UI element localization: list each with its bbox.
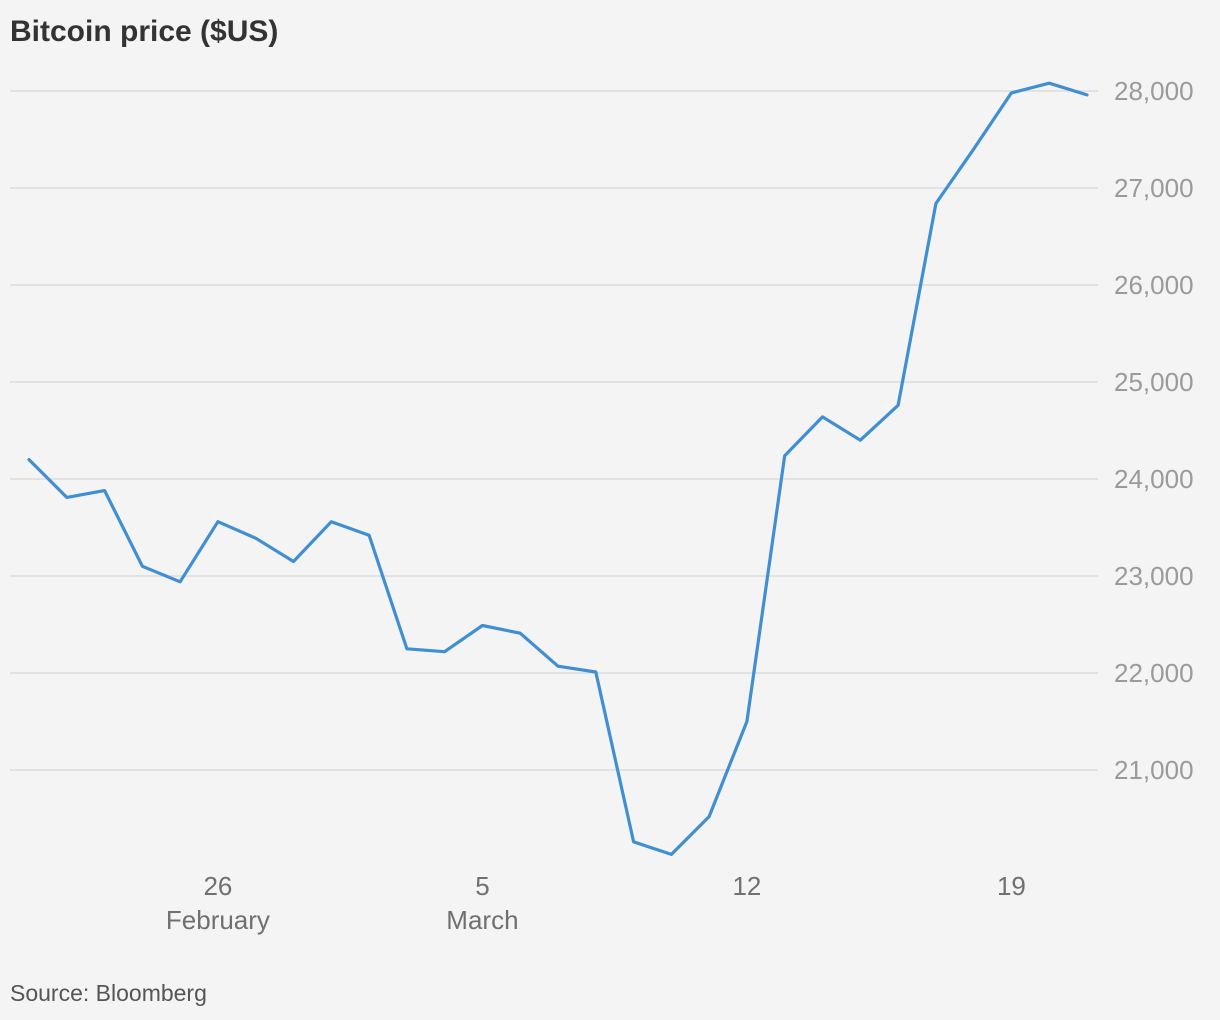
y-tick-label: 24,000 [1114,464,1194,494]
y-axis: 21,000 22,000 23,000 24,000 25,000 26,000 27,0… [1114,76,1194,785]
y-tick-label: 27,000 [1114,173,1194,203]
series-layer [27,81,1089,857]
grid-lines [10,90,1098,771]
y-tick-label: 23,000 [1114,561,1194,591]
x-tick-label: 26 [203,871,232,901]
x-tick-label: 12 [732,871,761,901]
y-tick-label: 21,000 [1114,755,1194,785]
series-line [27,81,1089,857]
y-tick-label: 22,000 [1114,658,1194,688]
y-tick-label: 25,000 [1114,367,1194,397]
y-tick-label: 26,000 [1114,270,1194,300]
y-tick-label: 28,000 [1114,76,1194,106]
x-axis: 26 February 5 March 12 19 [166,871,1026,935]
source-note: Source: Bloomberg [10,980,207,1006]
x-tick-sublabel: February [166,905,270,935]
x-tick-sublabel: March [446,905,518,935]
chart-title: Bitcoin price ($US) [10,15,279,48]
x-tick-label: 19 [997,871,1026,901]
x-tick-label: 5 [475,871,489,901]
